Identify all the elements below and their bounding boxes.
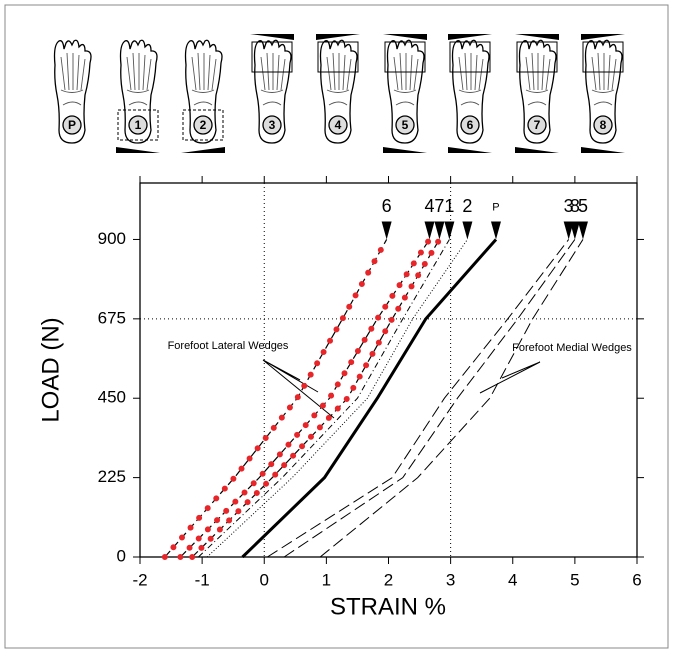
series-line [206, 239, 468, 558]
wedge [581, 147, 625, 153]
series-line [241, 238, 498, 559]
foot-label: P [68, 118, 76, 132]
x-tick-label: 2 [384, 570, 393, 589]
foot-label: 2 [200, 118, 207, 132]
wedge-box [384, 41, 426, 73]
x-tick-label: -2 [132, 570, 147, 589]
legend-label: 2 [462, 196, 472, 216]
annotation-leader [262, 359, 335, 419]
series-end-marker [444, 221, 455, 240]
legend-label: 5 [578, 196, 588, 216]
feet-row: P 1 2 3 4 5 6 7 8 [53, 34, 625, 153]
legend-label: 4 [424, 196, 434, 216]
annotation: Forefoot Medial Wedges [512, 342, 632, 354]
wedge [448, 34, 492, 40]
y-tick-label: 0 [117, 546, 126, 565]
legend-label: P [492, 201, 499, 213]
foot-label: 1 [135, 118, 142, 132]
wedge-box [317, 41, 359, 73]
wedge-box [182, 109, 224, 141]
series-line [179, 239, 431, 558]
legend-label: 7 [434, 196, 444, 216]
wedge-box [117, 109, 159, 141]
series-line [191, 239, 440, 558]
series-line [267, 239, 570, 558]
foot-label: 5 [402, 118, 409, 132]
wedge-box [582, 41, 624, 73]
foot-label: 8 [600, 118, 607, 132]
series-dots [189, 236, 443, 560]
wedge [515, 147, 559, 153]
wedge [383, 147, 427, 153]
series-line [164, 239, 388, 558]
series-end-marker [577, 221, 588, 240]
wedge [515, 34, 559, 40]
legend-label: 8 [570, 196, 580, 216]
x-tick-label: 1 [322, 570, 331, 589]
series-end-marker [381, 221, 392, 240]
legend-label: 6 [382, 196, 392, 216]
foot-label: 7 [534, 118, 541, 132]
wedge [181, 147, 225, 153]
series-end-marker [490, 221, 501, 240]
series-end-marker [424, 221, 435, 240]
x-axis-title: STRAIN % [330, 593, 446, 620]
series-end-marker [434, 221, 445, 240]
series-line [283, 239, 576, 558]
wedge [116, 147, 160, 153]
foot-label: 3 [269, 118, 276, 132]
x-tick-label: 3 [446, 570, 455, 589]
legend-label: 3 [564, 196, 574, 216]
annotation-leader [479, 361, 541, 394]
y-tick-label: 675 [98, 308, 126, 327]
x-tick-label: 0 [260, 570, 269, 589]
y-tick-label: 225 [98, 467, 126, 486]
x-tick-label: 5 [570, 570, 579, 589]
x-tick-label: 4 [508, 570, 517, 589]
wedge [250, 34, 294, 40]
y-axis-title: LOAD (N) [37, 317, 64, 422]
y-tick-label: 450 [98, 388, 126, 407]
x-tick-label: -1 [195, 570, 210, 589]
wedge-box [449, 41, 491, 73]
series-line [319, 239, 584, 558]
series-line [198, 239, 450, 558]
legend-label: 1 [444, 196, 454, 216]
foot-label: 4 [335, 118, 342, 132]
wedge [581, 34, 625, 40]
x-tick-label: 6 [632, 570, 641, 589]
foot-label: 6 [467, 118, 474, 132]
annotation: Forefoot Lateral Wedges [168, 340, 289, 352]
wedge [383, 34, 427, 40]
series-dots [177, 236, 433, 560]
series-end-marker [569, 221, 580, 240]
y-tick-label: 900 [98, 229, 126, 248]
frame [4, 4, 669, 649]
wedge [316, 34, 360, 40]
wedge-box [516, 41, 558, 73]
wedge-box [251, 41, 293, 73]
wedge [448, 147, 492, 153]
series-dots [161, 236, 390, 560]
series-end-marker [462, 221, 473, 240]
